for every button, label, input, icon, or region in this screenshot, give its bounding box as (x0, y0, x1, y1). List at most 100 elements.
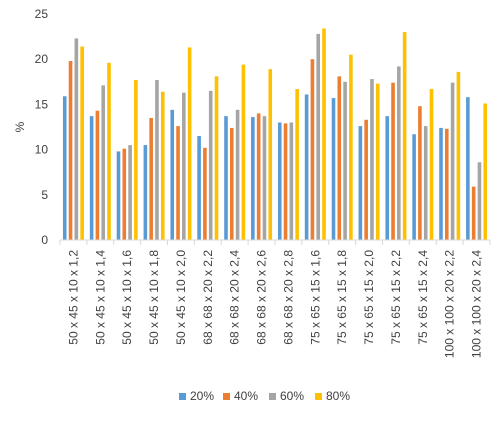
legend-label: 40% (234, 389, 258, 403)
bar (343, 81, 347, 240)
legend-swatch (315, 393, 322, 400)
x-tick-label: 50 x 45 x 10 x 1,2 (66, 250, 80, 345)
bar (423, 126, 428, 240)
legend-label: 60% (280, 389, 304, 403)
bar (62, 96, 67, 240)
bar (235, 109, 240, 240)
y-tick-label: 15 (35, 97, 49, 111)
bar (304, 94, 309, 241)
bar (295, 89, 299, 240)
bar (229, 127, 234, 240)
bar (466, 97, 470, 240)
bar (439, 127, 443, 240)
bar (101, 85, 106, 240)
bar (310, 59, 315, 241)
bar (89, 116, 94, 240)
bar (444, 128, 449, 240)
legend-item: 60% (269, 389, 304, 403)
bar (402, 32, 407, 240)
x-tick-label: 50 x 45 x 10 x 1,4 (93, 250, 107, 345)
y-tick-label: 10 (35, 143, 49, 157)
bar (337, 76, 342, 240)
bar (418, 106, 422, 241)
x-tick-label: 50 x 45 x 10 x 2,0 (174, 250, 188, 345)
legend-swatch (179, 393, 186, 400)
bar (483, 103, 488, 240)
bar (155, 79, 159, 241)
bar (203, 147, 207, 240)
bar (391, 82, 395, 240)
bar (268, 69, 273, 240)
bar (95, 110, 100, 240)
legend-item: 80% (315, 389, 350, 403)
bar (283, 123, 288, 240)
legend-item: 40% (223, 389, 258, 403)
x-tick-label: 100 x 100 x 20 x 2,4 (470, 250, 484, 358)
bar (208, 90, 213, 240)
bar (197, 136, 201, 240)
bar (143, 145, 148, 240)
x-tick-label: 75 x 65 x 15 x 1,8 (335, 250, 349, 345)
bar (187, 47, 192, 241)
bar (256, 113, 261, 240)
bar (364, 119, 368, 240)
bar (349, 54, 353, 241)
bar (471, 186, 476, 240)
x-tick-label: 50 x 45 x 10 x 1,6 (120, 250, 134, 345)
legend-item: 20% (179, 389, 214, 403)
y-tick-label: 5 (41, 188, 48, 202)
y-axis: 0 5 10 15 20 25% (13, 7, 48, 247)
x-tick-label: 75 x 65 x 15 x 2,0 (362, 250, 376, 345)
legend-label: 20% (190, 389, 214, 403)
bar (74, 38, 79, 240)
y-tick-label: 0 (41, 233, 48, 247)
bar (397, 66, 401, 241)
bar (214, 76, 219, 240)
bar (456, 71, 461, 240)
y-tick-label: 25 (35, 7, 49, 21)
x-axis: 50 x 45 x 10 x 1,2 50 x 45 x 10 x 1,4 50 x… (59, 239, 491, 358)
bars (62, 28, 488, 241)
x-tick-label: 75 x 65 x 15 x 2,4 (416, 250, 430, 345)
bar (477, 162, 482, 240)
bar (331, 98, 336, 240)
bar (241, 64, 246, 241)
bar (322, 28, 326, 241)
x-tick-label: 75 x 65 x 15 x 1,6 (308, 250, 322, 345)
y-axis-label: % (13, 121, 27, 132)
bar (176, 126, 180, 240)
bar (160, 91, 165, 241)
bar (262, 116, 267, 240)
bar (251, 117, 255, 240)
bar (385, 116, 390, 240)
bar (375, 83, 380, 240)
x-tick-label: 75 x 65 x 15 x 2,2 (389, 250, 403, 345)
bar (122, 148, 127, 240)
bar (224, 116, 228, 240)
bar (358, 126, 363, 240)
bar (116, 151, 121, 240)
bar (277, 122, 282, 240)
legend-label: 80% (326, 389, 350, 403)
y-tick-label: 20 (35, 52, 49, 66)
bar (429, 89, 434, 240)
bar (68, 61, 73, 241)
x-tick-label: 68 x 68 x 20 x 2,4 (228, 250, 242, 345)
bar (149, 117, 153, 240)
x-tick-label: 68 x 68 x 20 x 2,6 (255, 250, 269, 345)
x-tick-label: 68 x 68 x 20 x 2,8 (281, 250, 295, 345)
legend-swatch (223, 393, 230, 400)
bar (107, 62, 111, 240)
x-tick-label: 68 x 68 x 20 x 2,2 (201, 250, 215, 345)
x-tick-label: 100 x 100 x 20 x 2,2 (443, 250, 457, 358)
legend-swatch (269, 393, 276, 400)
bar (134, 79, 138, 241)
bar (370, 79, 374, 240)
bar (128, 145, 132, 240)
bar (170, 109, 175, 240)
x-tick-label: 50 x 45 x 10 x 1,8 (147, 250, 161, 345)
bar (289, 122, 294, 240)
bar (450, 82, 455, 240)
